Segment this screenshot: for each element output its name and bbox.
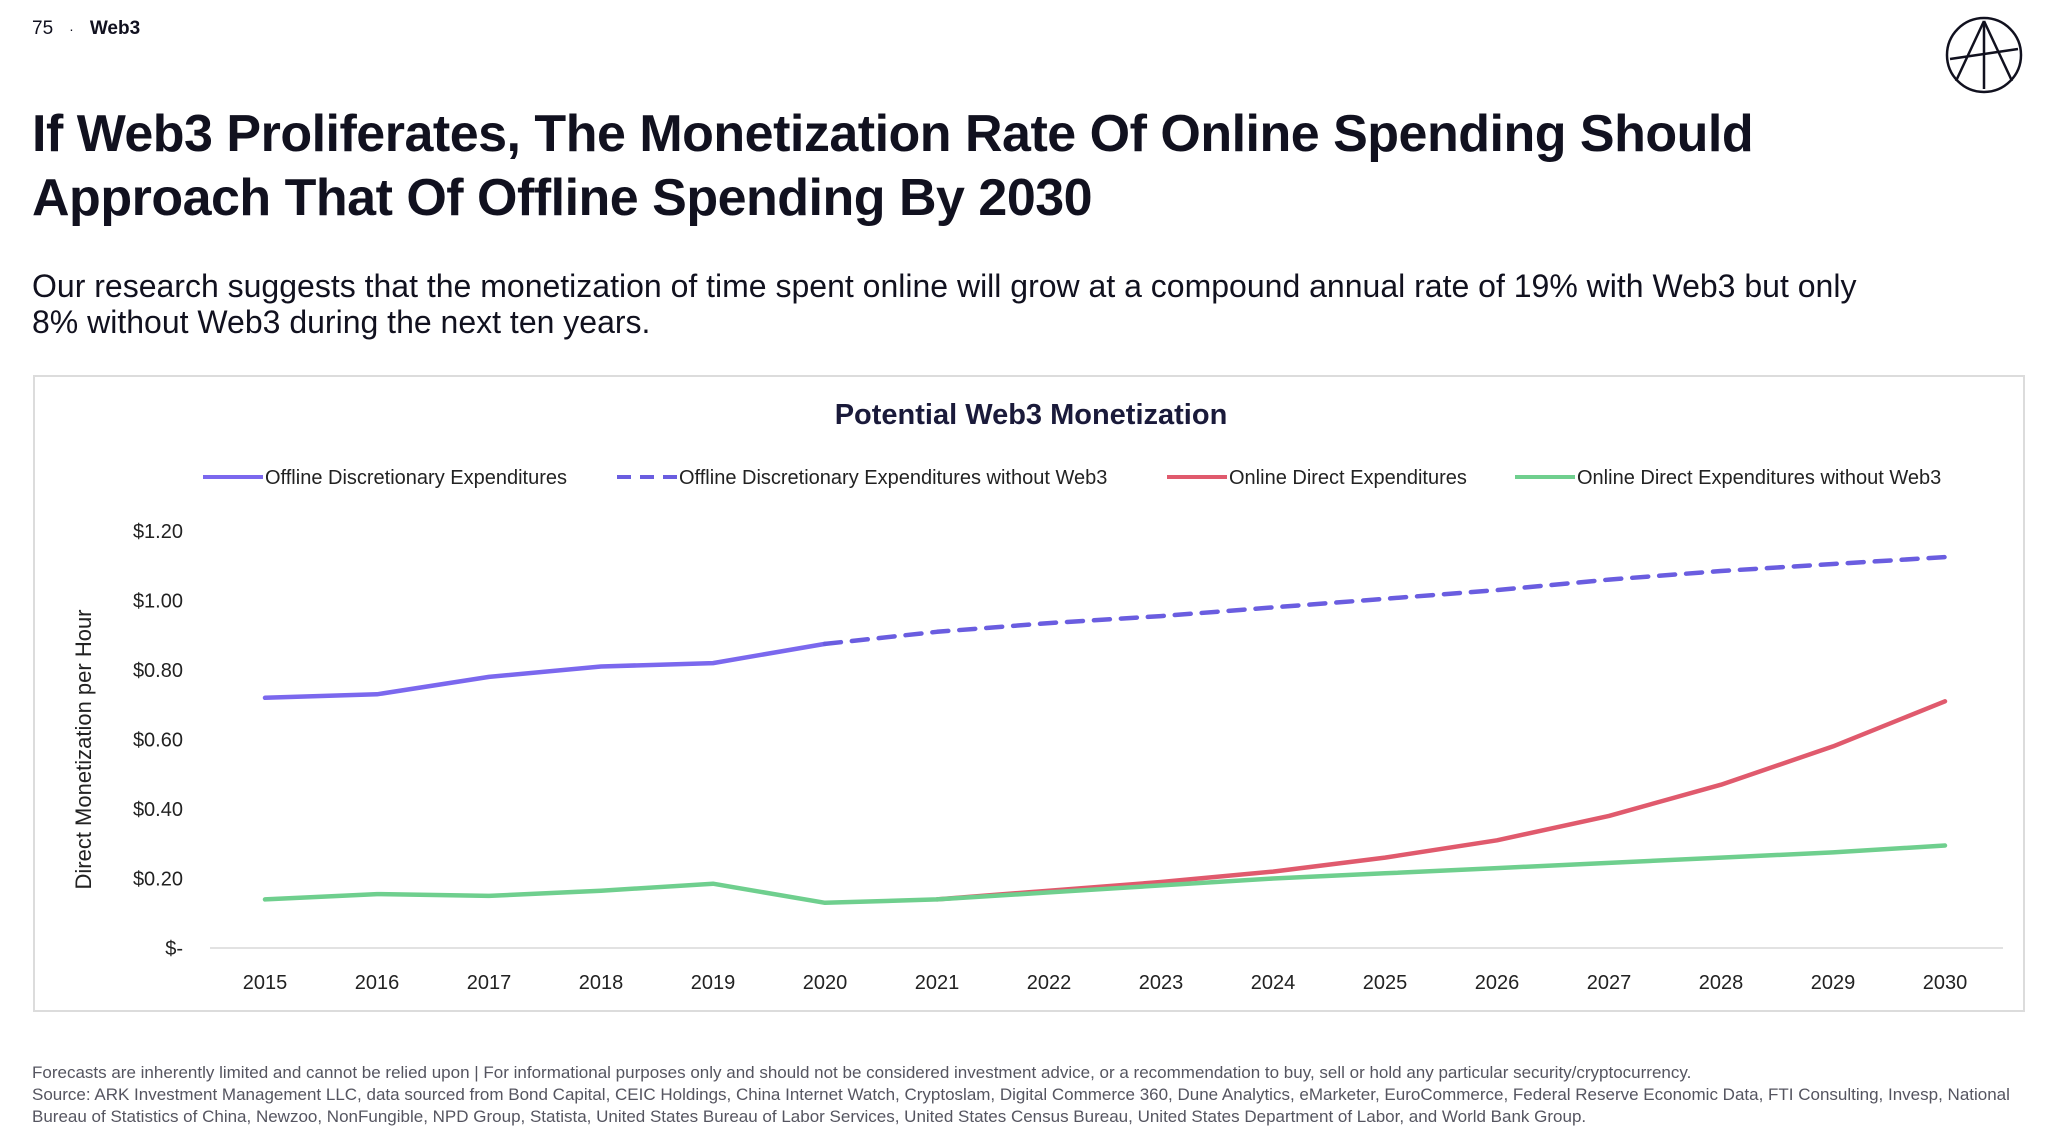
page-title: If Web3 Proliferates, The Monetization R… <box>32 105 1754 227</box>
legend-label: Online Direct Expenditures <box>1229 467 1467 489</box>
x-tick-label: 2016 <box>355 972 400 994</box>
legend-label: Online Direct Expenditures without Web3 <box>1577 467 1941 489</box>
series-line <box>934 699 1948 902</box>
page-number: 75 <box>32 18 54 39</box>
page-header: 75 · Web3 <box>32 18 140 40</box>
footer: Forecasts are inherently limited and can… <box>32 1062 2022 1128</box>
chart-title: Potential Web3 Monetization <box>835 399 1228 431</box>
x-tick-label: 2023 <box>1139 972 1184 994</box>
y-tick-label: $0.80 <box>133 660 183 682</box>
legend-item: Online Direct Expenditures without Web3 <box>1515 467 1941 489</box>
legend-label: Offline Discretionary Expenditures <box>265 467 567 489</box>
section-label: Web3 <box>89 18 141 39</box>
line-chart: Potential Web3 Monetization Offline Disc… <box>71 399 2003 994</box>
footer-source: Source: ARK Investment Management LLC, d… <box>32 1085 2010 1126</box>
series-line <box>262 843 1948 906</box>
x-tick-label: 2027 <box>1587 972 1632 994</box>
x-tick-label: 2028 <box>1699 972 1744 994</box>
x-tick-label: 2019 <box>691 972 736 994</box>
y-tick-label: $1.20 <box>133 521 183 543</box>
y-tick-label: $0.60 <box>133 730 183 752</box>
legend-item: Online Direct Expenditures <box>1167 467 1467 489</box>
page-subtitle: Our research suggests that the monetizat… <box>32 268 1857 340</box>
header-separator: · <box>69 21 74 37</box>
y-tick-label: $1.00 <box>133 591 183 613</box>
y-tick-label: $- <box>165 938 183 960</box>
x-tick-label: 2025 <box>1363 972 1408 994</box>
legend-item: Offline Discretionary Expenditures witho… <box>617 467 1107 489</box>
ark-logo-icon <box>1945 16 2023 94</box>
footer-disclaimer: Forecasts are inherently limited and can… <box>32 1063 1692 1082</box>
x-tick-label: 2024 <box>1251 972 1296 994</box>
x-tick-label: 2030 <box>1923 972 1968 994</box>
y-tick-label: $0.40 <box>133 799 183 821</box>
legend-item: Offline Discretionary Expenditures <box>203 467 567 489</box>
x-tick-label: 2018 <box>579 972 624 994</box>
y-axis-label: Direct Monetization per Hour <box>71 609 96 889</box>
chart-panel: Potential Web3 Monetization Offline Disc… <box>33 375 2025 1012</box>
x-tick-label: 2020 <box>803 972 848 994</box>
x-tick-label: 2022 <box>1027 972 1072 994</box>
x-tick-label: 2029 <box>1811 972 1856 994</box>
x-tick-label: 2017 <box>467 972 512 994</box>
x-tick-label: 2021 <box>915 972 960 994</box>
x-tick-label: 2015 <box>243 972 288 994</box>
x-tick-label: 2026 <box>1475 972 1520 994</box>
series-line <box>262 641 828 701</box>
legend-label: Offline Discretionary Expenditures witho… <box>679 467 1107 489</box>
y-tick-label: $0.20 <box>133 869 183 891</box>
series-line <box>822 554 1948 647</box>
